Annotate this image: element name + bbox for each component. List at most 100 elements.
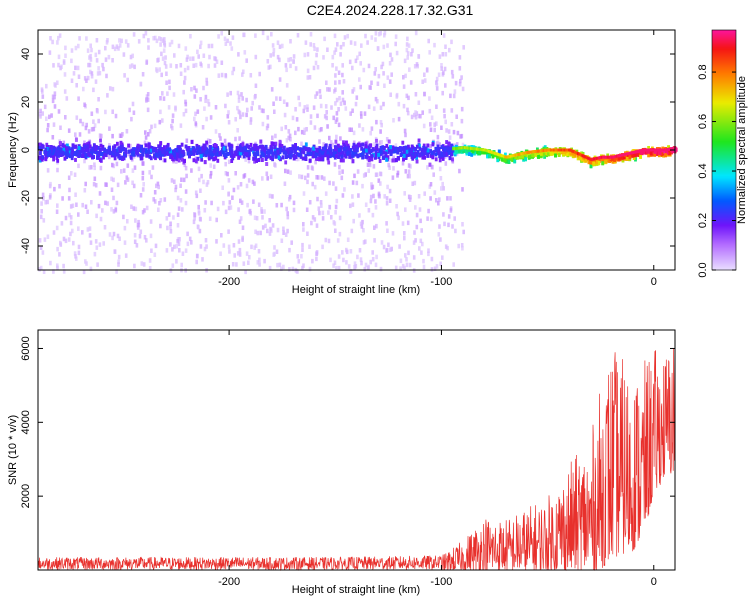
- spectrogram-cell: [192, 151, 196, 156]
- spectrogram-cell: [287, 135, 290, 141]
- spectrogram-cell: [380, 146, 383, 151]
- spectrogram-ridge-cell: [510, 154, 513, 158]
- spectrogram-cell: [184, 46, 188, 51]
- spectrogram-cell: [71, 153, 74, 158]
- snr-x-tick-label: 0: [651, 576, 657, 588]
- spectrogram-cell: [378, 159, 382, 163]
- spectrogram-cell: [448, 135, 452, 140]
- spectrogram-cell: [312, 43, 316, 48]
- spectrogram-ridge-cell: [575, 151, 578, 155]
- spectrogram-cell: [273, 245, 276, 250]
- spectrogram-cell: [249, 147, 253, 152]
- spectrogram-ridge-cell: [628, 151, 632, 155]
- colorbar-segment: [712, 66, 736, 69]
- spectrogram-ridge-cell: [602, 155, 605, 159]
- spectrogram-cell: [85, 78, 88, 83]
- spectrogram-cell: [321, 210, 325, 216]
- spectrogram-cell: [361, 127, 365, 132]
- spectrogram-cell: [333, 33, 337, 39]
- spectrogram-cell: [331, 54, 335, 60]
- spectrogram-cell: [363, 111, 367, 116]
- snr-y-tick-label: 4000: [20, 410, 32, 434]
- spectrogram-cell: [239, 114, 242, 120]
- spectrogram-cell: [50, 146, 54, 151]
- spectrogram-cell: [53, 146, 57, 151]
- colorbar-segment: [712, 70, 736, 73]
- spectrogram-cell: [198, 216, 202, 222]
- spectrogram-ridge-cell: [591, 157, 595, 161]
- spectrogram-cell: [300, 141, 303, 147]
- spectrogram-cell: [94, 79, 98, 84]
- spectrogram-cell: [96, 152, 99, 157]
- spectrogram-cell: [361, 219, 364, 225]
- spectrogram-cell: [442, 108, 446, 113]
- spectrogram-cell: [302, 191, 306, 196]
- spectrogram-cell: [82, 149, 86, 154]
- spectrogram-cell: [433, 42, 436, 48]
- spectrogram-cell: [89, 240, 93, 245]
- spectrogram-cell: [345, 146, 349, 151]
- spectrogram-cell: [254, 153, 258, 158]
- spectrogram-cell: [227, 142, 231, 147]
- spectrogram-cell: [290, 240, 293, 245]
- spectrogram-cell: [147, 143, 151, 147]
- spectrogram-cell: [452, 262, 455, 267]
- spectrogram-cell: [171, 247, 174, 252]
- spectrogram-cell: [176, 145, 180, 150]
- spectrogram-cell: [260, 209, 264, 214]
- spectrogram-cell: [307, 148, 310, 153]
- spectrogram-cell: [66, 151, 70, 156]
- spectrogram-cell: [428, 50, 431, 55]
- spectrogram-cell: [415, 212, 419, 218]
- spectrogram-cell: [338, 170, 341, 175]
- spectrogram-ridge-cell: [669, 147, 672, 151]
- spectrogram-cell: [327, 210, 330, 215]
- spectrogram-cell: [112, 209, 116, 214]
- spectrogram-cell: [412, 255, 416, 260]
- spectrogram-cell: [384, 154, 388, 159]
- spectrogram-cell: [377, 191, 381, 197]
- spectrogram-cell: [207, 152, 210, 157]
- spectrogram-cell: [264, 223, 267, 229]
- spectrogram-cell: [111, 58, 114, 63]
- spectrogram-cell: [459, 78, 462, 84]
- spectrogram-cell: [81, 121, 85, 127]
- spectrogram-cell: [53, 91, 57, 96]
- spectrogram-cell: [116, 233, 120, 239]
- spectrogram-cell: [351, 108, 354, 113]
- spectrogram-cell: [278, 143, 282, 148]
- spectrogram-cell: [402, 153, 406, 158]
- spectrogram-cell: [333, 260, 337, 265]
- spectrogram-cell: [320, 127, 323, 132]
- spectrogram-cell: [44, 154, 48, 159]
- spectrogram-cell: [104, 45, 107, 51]
- spectrogram-cell: [299, 151, 303, 156]
- spectrogram-cell: [351, 159, 355, 164]
- spectrogram-cell: [181, 251, 185, 256]
- spectrogram-cell: [437, 147, 441, 151]
- spectrogram-cell: [55, 156, 59, 161]
- spectrogram-cell: [425, 67, 429, 72]
- spectrogram-cell: [177, 158, 181, 163]
- spectrogram-ridge-cell: [530, 150, 534, 154]
- spectrogram-cell: [226, 114, 230, 119]
- spectrogram-cell: [444, 149, 448, 154]
- spectrogram-cell: [318, 127, 322, 133]
- spectrogram-cell: [358, 213, 361, 218]
- spectrogram-cell: [289, 149, 292, 154]
- spectrogram-cell: [435, 104, 438, 109]
- spectrogram-cell: [64, 151, 68, 156]
- spectrogram-cell: [205, 140, 208, 145]
- spectrogram-cell: [278, 139, 282, 144]
- spectrogram-cell: [247, 260, 250, 265]
- spectrogram-y-tick-label: 0: [20, 147, 32, 153]
- spectrogram-cell: [68, 150, 71, 155]
- spectrogram-cell: [111, 162, 114, 168]
- spectrogram-ridge-cell: [505, 155, 508, 159]
- spectrogram-cell: [296, 33, 300, 38]
- spectrogram-cell: [239, 148, 243, 153]
- spectrogram-cell: [249, 117, 253, 122]
- colorbar-segment: [712, 268, 736, 271]
- spectrogram-cell: [88, 226, 92, 231]
- spectrogram-cell: [150, 248, 153, 253]
